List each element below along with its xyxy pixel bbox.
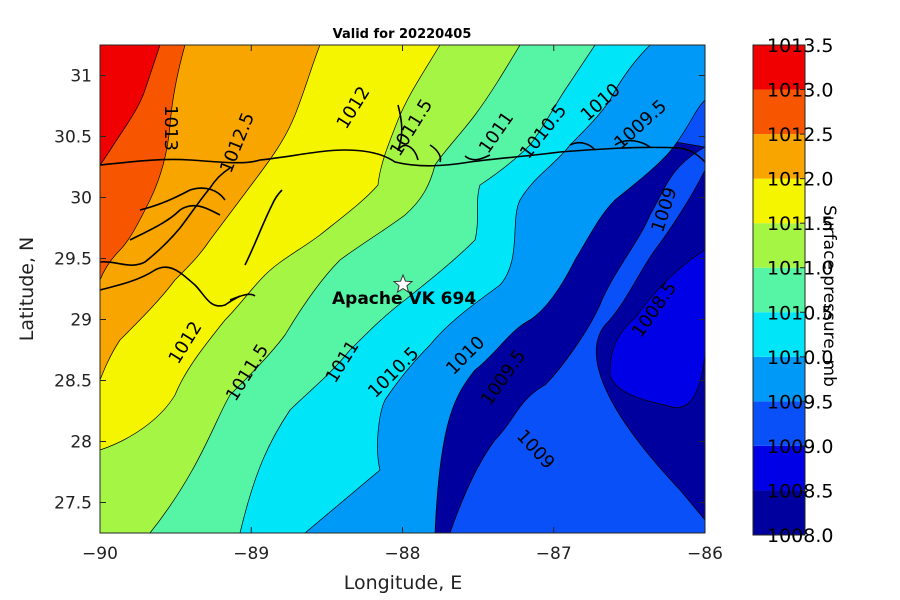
y-tick-label: 31 [70,67,92,87]
station-star-icon [392,273,414,294]
coastline [100,104,705,307]
colorbar-tick-label: 1010.5 [767,302,833,324]
colorbar-segment [753,490,805,535]
colorbar-segment [753,267,805,313]
colorbar-segment [753,134,805,179]
x-tick-label: −88 [385,544,421,564]
colorbar-label: Surface pressure, mb [819,205,839,387]
station-marker: Apache VK 694 [332,273,476,309]
colorbar-segment [753,45,805,90]
colorbar-segment [753,178,805,224]
colorbar: 1008.0 1008.5 1009.0 1009.5 1010.0 1010.5 1011… [752,35,833,547]
colorbar-tick-label: 1013.5 [767,35,833,57]
colorbar-tick-label: 1008.0 [767,525,833,547]
plot-area [100,45,705,533]
colorbar-segment [753,312,805,357]
colorbar-segment [753,89,805,135]
contour-band-1008-5 [100,45,705,408]
colorbar-segment [753,356,805,402]
y-tick-label: 27.5 [54,494,92,514]
y-tick-label: 30 [70,189,92,209]
x-tick-label: −86 [687,544,723,564]
colorbar-tick-label: 1012.5 [767,124,833,146]
x-tick-label: −90 [82,544,118,564]
y-tick-label: 29.5 [54,250,92,270]
colorbar-frame [752,44,806,536]
x-axis-label: Longitude, E [344,572,463,594]
colorbar-tick-label: 1012.0 [767,169,833,191]
x-tick-label: −87 [536,544,572,564]
x-axis: −90 −89 −88 −87 −86 [82,45,723,564]
chart-title: Valid for 20220405 [333,27,472,42]
contour-band-1013 [100,45,161,166]
station-label: Apache VK 694 [332,289,476,309]
x-tick-label: −89 [233,544,269,564]
colorbar-segment [753,401,805,446]
contour-band-1009 [100,45,705,533]
colorbar-tick-label: 1009.5 [767,391,833,413]
y-axis-label: Latitude, N [16,237,38,342]
colorbar-tick-label: 1011.0 [767,258,833,280]
colorbar-tick-label: 1013.0 [767,80,833,102]
y-tick-label: 28 [70,433,92,453]
y-axis: 27.5 28 28.5 29 29.5 30 30.5 31 [54,67,705,514]
colorbar-tick-label: 1009.0 [767,436,833,458]
colorbar-segment [753,445,805,491]
y-tick-label: 30.5 [54,128,92,148]
colorbar-tick-label: 1011.5 [767,213,833,235]
colorbar-tick-label: 1010.0 [767,347,833,369]
y-tick-label: 29 [70,311,92,331]
colorbar-segment [753,223,805,268]
contour-label: 1013 [160,105,181,151]
y-tick-label: 28.5 [54,372,92,392]
colorbar-tick-label: 1008.5 [767,480,833,502]
